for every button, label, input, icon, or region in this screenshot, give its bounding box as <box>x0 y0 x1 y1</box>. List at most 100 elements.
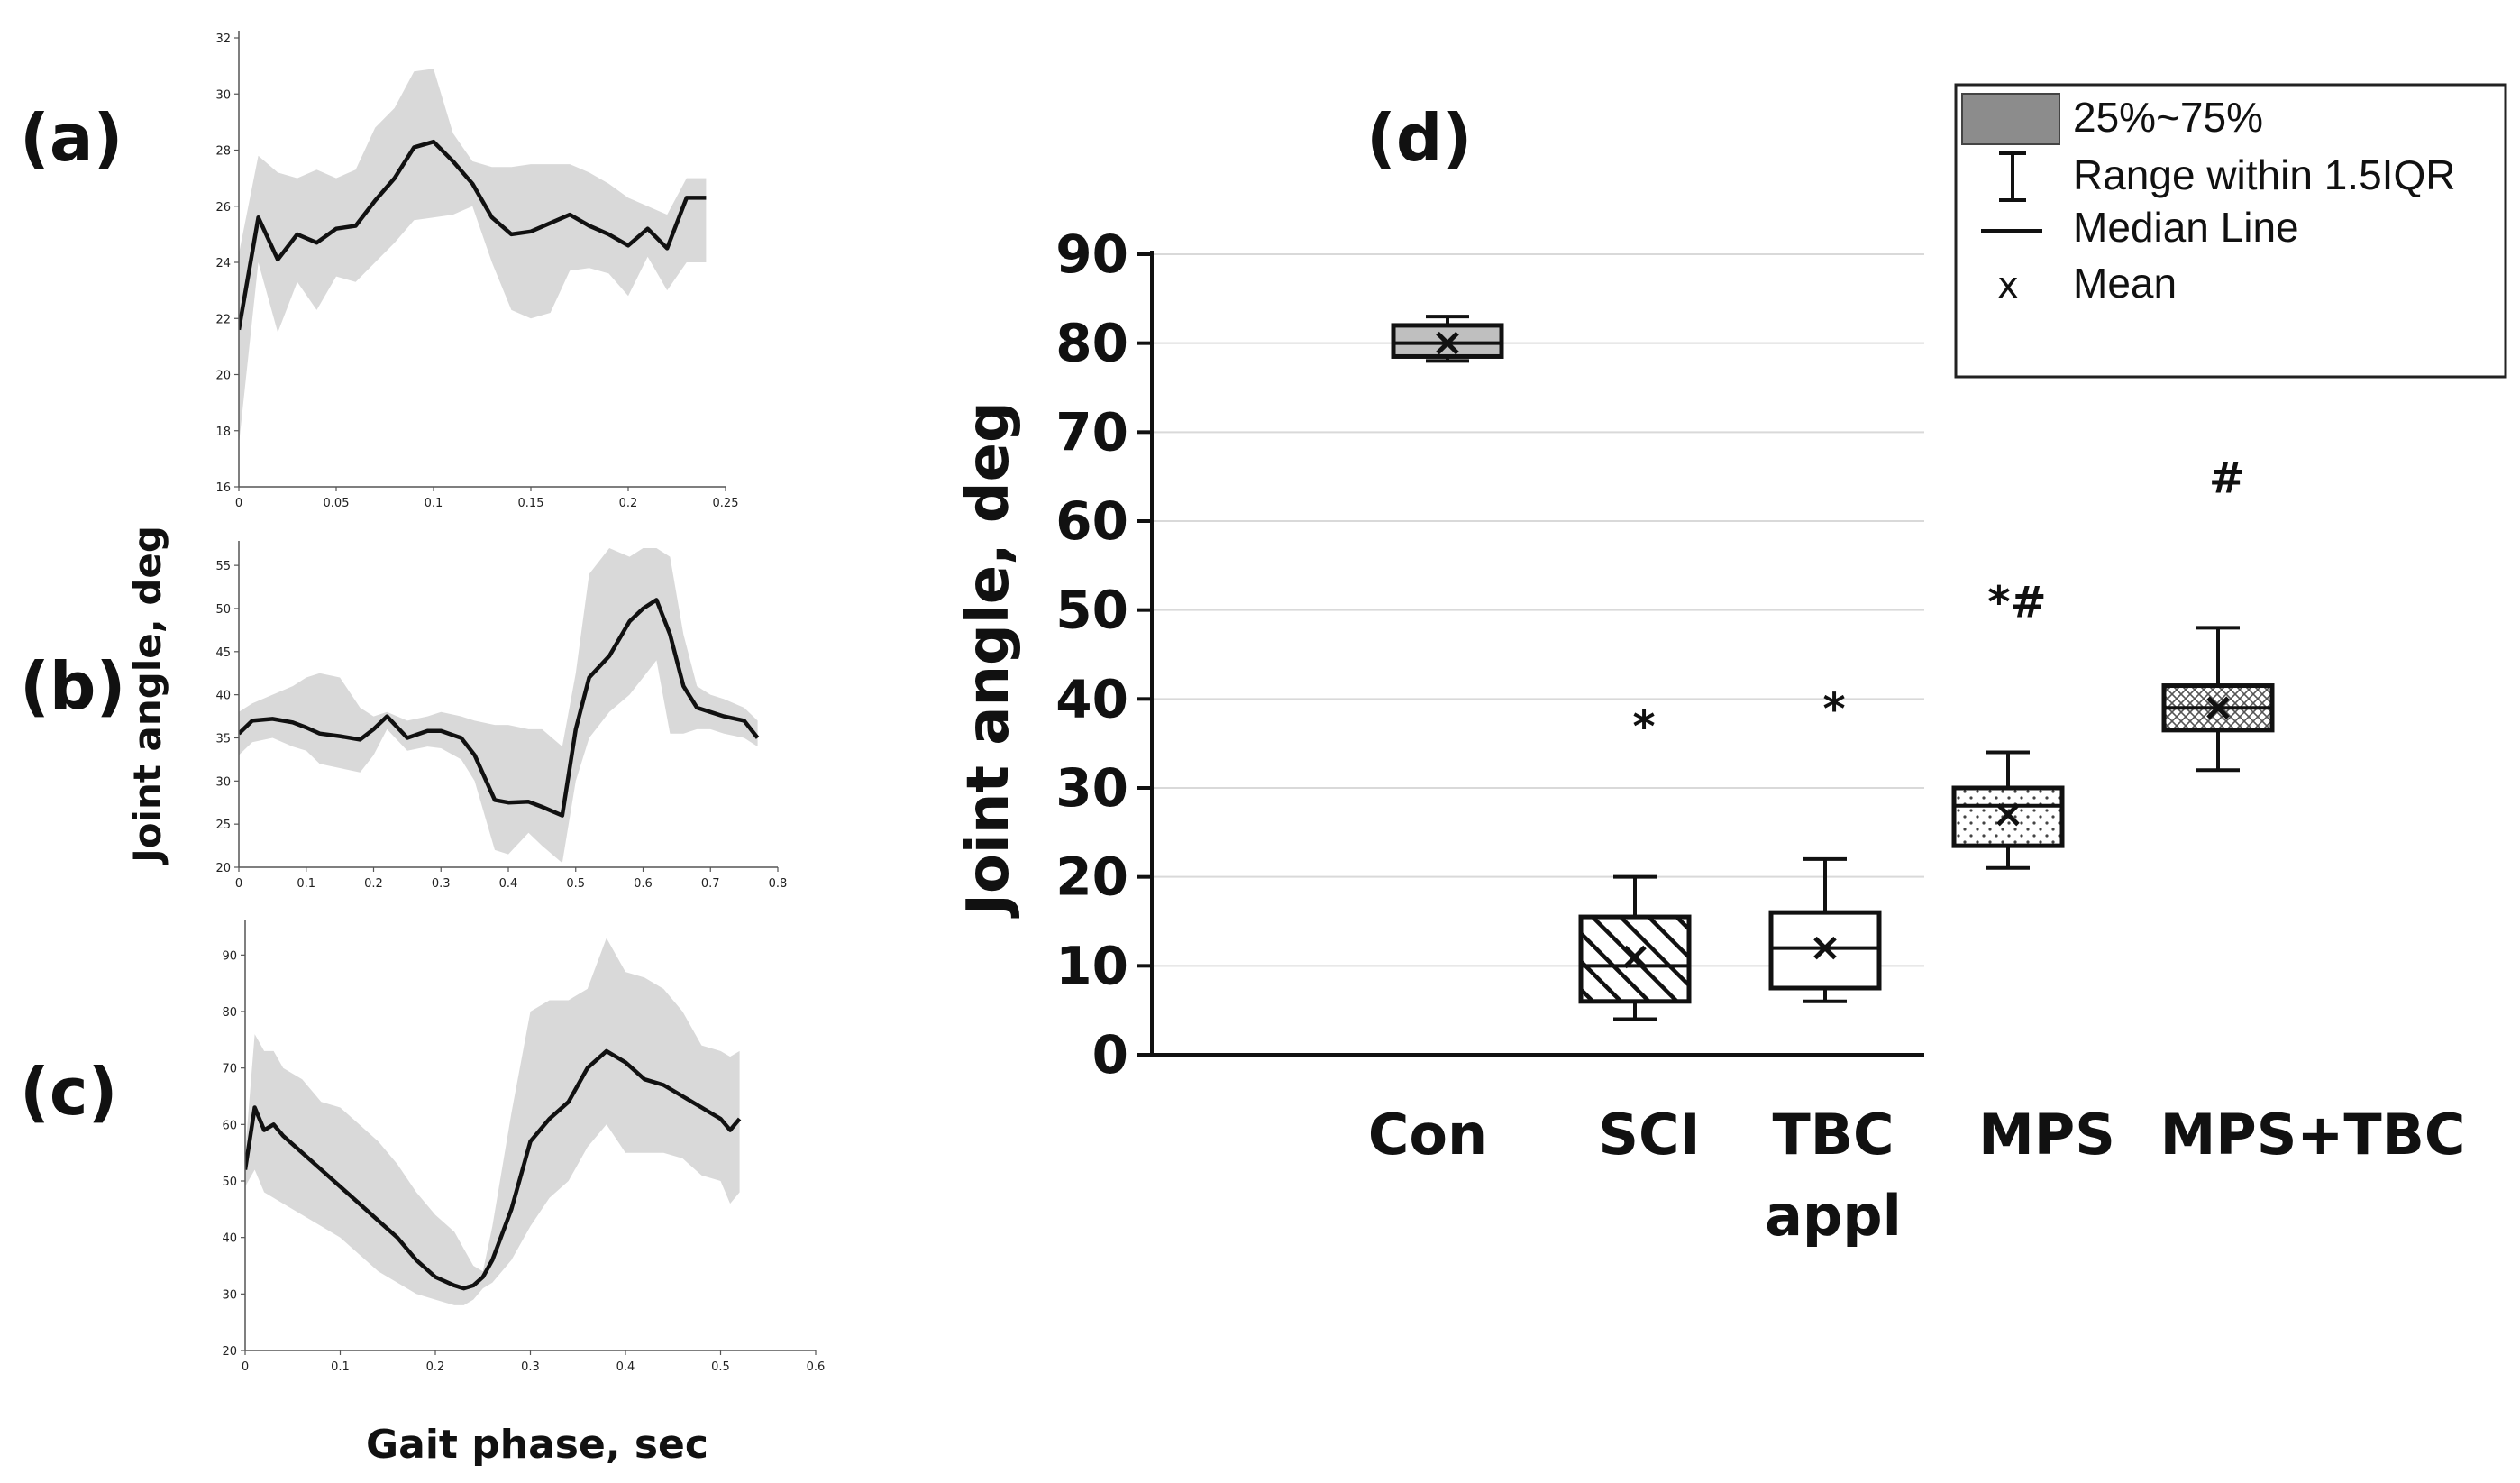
panel-b-y-tick-label: 35 <box>215 732 231 746</box>
panel-c-x-tick-label: 0.3 <box>521 1360 540 1374</box>
shared-x-axis-title: Gait phase, sec <box>366 1422 708 1468</box>
d-category-label: Con <box>1368 1102 1487 1167</box>
panel-c-y-tick-label: 60 <box>222 1119 237 1132</box>
panel-a-variance-band <box>239 69 707 445</box>
panel-b-x-tick-label: 0.8 <box>769 877 788 891</box>
panel-b-x-tick-label: 0.7 <box>701 877 720 891</box>
box-mean-marker <box>1996 802 2020 827</box>
d-y-tick-label: 70 <box>1055 401 1128 462</box>
box-mean-marker <box>1623 945 1647 969</box>
panel-a-x-tick-label: 0.1 <box>425 497 443 510</box>
panel-a-label: (a) <box>20 100 123 176</box>
box-mean-marker <box>2206 696 2230 719</box>
panel-b: (b) 0 0.1 0.2 0.3 0.4 0.5 0.6 0.7 0.8 20 25 30 35 40 4… <box>20 541 787 891</box>
panel-c: (c) 0 0.1 0.2 0.3 0.4 0.5 0.6 20 30 40 50 60 70 80 90 <box>20 920 825 1374</box>
panel-b-y-tick-label: 45 <box>215 646 231 660</box>
legend-label-mean: Mean <box>2073 260 2177 307</box>
d-y-tick-label: 90 <box>1055 224 1128 285</box>
legend-label-whisker: Range within 1.5IQR <box>2073 151 2455 198</box>
panel-c-x-tick-label: 0.1 <box>331 1360 350 1374</box>
box-mean-stroke <box>1996 802 2020 827</box>
d-y-tick-label: 0 <box>1092 1024 1128 1085</box>
panel-b-x-tick-label: 0.5 <box>566 877 585 891</box>
panel-b-plot: 0 0.1 0.2 0.3 0.4 0.5 0.6 0.7 0.8 20 25 30 35 40 45 50 5… <box>215 541 787 891</box>
legend-label-box: 25%~75% <box>2073 94 2263 141</box>
panel-c-y-tick-label: 30 <box>222 1288 237 1302</box>
box-mean-stroke <box>2206 696 2230 719</box>
panel-a-mean-line <box>239 139 707 331</box>
panel-d-label: (d) <box>1366 100 1472 176</box>
panel-c-label: (c) <box>20 1054 118 1130</box>
panel-a-x-tick-label: 0.15 <box>518 497 544 510</box>
panel-d-plot: 0 10 20 30 40 50 60 70 80 90 Con * SCI * TBC appl *# MPS #… <box>1055 224 2465 1249</box>
panel-b-y-tick-label: 40 <box>215 690 231 703</box>
panel-a-y-tick-label: 18 <box>215 426 231 439</box>
d-category-label: TBC <box>1772 1102 1894 1167</box>
panel-b-x-tick-label: 0.3 <box>432 877 451 891</box>
panel-b-y-tick-label: 20 <box>215 862 231 875</box>
panel-c-y-tick-label: 70 <box>222 1063 237 1076</box>
panel-a-plot: 0 0.05 0.1 0.15 0.2 0.25 16 18 20 22 24 26 28 30 32 <box>215 31 738 510</box>
panel-a-y-tick-label: 16 <box>215 481 231 495</box>
box-iqr <box>1391 323 1504 359</box>
legend: 25%~75% Range within 1.5IQR Median Line … <box>1954 83 2507 379</box>
panel-c-variance-band <box>245 938 740 1305</box>
box-mean-stroke <box>1436 331 1459 355</box>
panel-c-y-tick-label: 50 <box>222 1176 237 1189</box>
panel-b-x-tick-label: 0.6 <box>634 877 653 891</box>
d-category-label: appl <box>1765 1183 1902 1249</box>
panel-a-y-tick-label: 26 <box>215 201 231 215</box>
panel-b-y-tick-label: 30 <box>215 775 231 789</box>
d-y-tick-label: 10 <box>1055 935 1128 996</box>
panel-b-x-tick-label: 0.4 <box>499 877 518 891</box>
panel-c-y-tick-label: 90 <box>222 949 237 963</box>
panel-c-y-tick-label: 80 <box>222 1006 237 1020</box>
panel-c-mean-line <box>245 1048 742 1291</box>
d-category-label: SCI <box>1598 1102 1700 1167</box>
panel-b-variance-band <box>239 548 758 864</box>
d-y-tick-label: 60 <box>1055 490 1128 552</box>
d-category-label: MPS+TBC <box>2160 1102 2466 1167</box>
panel-a-x-tick-label: 0.25 <box>713 497 739 510</box>
panel-c-x-tick-label: 0.4 <box>616 1360 635 1374</box>
panel-b-x-tick-label: 0.1 <box>297 877 315 891</box>
legend-box-swatch <box>1961 93 2060 145</box>
legend-mean-symbol: x <box>1997 265 2019 307</box>
legend-label-median: Median Line <box>2073 204 2299 251</box>
d-category-label: MPS <box>1978 1102 2115 1167</box>
box-mean-marker <box>1436 331 1459 355</box>
box-significance-mark: *# <box>1987 578 2046 628</box>
d-y-axis-title: Joint angle, deg <box>955 401 1022 919</box>
box-significance-mark: * <box>1822 684 1845 735</box>
d-y-tick-label: 20 <box>1055 847 1128 908</box>
panel-b-y-tick-label: 55 <box>215 560 231 573</box>
d-y-tick-label: 40 <box>1055 668 1128 729</box>
box-mean-stroke <box>1623 945 1647 969</box>
box-mean-stroke <box>1813 936 1837 960</box>
box-mean-marker <box>1813 936 1837 960</box>
panel-d: (d) Joint angle, deg 0 10 20 30 40 50 60 70 80 90… <box>955 83 2507 1249</box>
legend-whisker-symbol <box>1999 151 2026 202</box>
panel-a-x-tick-label: 0 <box>235 497 242 510</box>
panel-b-x-tick-label: 0.2 <box>364 877 383 891</box>
panel-b-y-tick-label: 50 <box>215 603 231 617</box>
panel-c-plot: 0 0.1 0.2 0.3 0.4 0.5 0.6 20 30 40 50 60 70 80 90 <box>222 920 825 1374</box>
d-y-tick-label: 30 <box>1055 757 1128 819</box>
panel-c-y-tick-label: 20 <box>222 1345 237 1359</box>
panel-b-mean-line <box>239 598 760 818</box>
panel-c-y-tick-label: 40 <box>222 1232 237 1246</box>
panel-b-x-tick-label: 0 <box>235 877 242 891</box>
d-y-tick-label: 50 <box>1055 580 1128 641</box>
panel-b-y-tick-label: 25 <box>215 819 231 832</box>
box-significance-mark: * <box>1632 702 1655 753</box>
panel-a-x-tick-label: 0.05 <box>324 497 350 510</box>
shared-y-axis-title: Joint angle, deg <box>125 526 169 865</box>
panel-a-y-tick-label: 24 <box>215 257 231 270</box>
panel-a-y-tick-label: 22 <box>215 313 231 326</box>
panel-c-x-tick-label: 0.2 <box>426 1360 445 1374</box>
panel-b-label: (b) <box>20 648 125 724</box>
panel-a-x-tick-label: 0.2 <box>619 497 638 510</box>
panel-a-y-tick-label: 30 <box>215 88 231 102</box>
panel-c-x-tick-label: 0.5 <box>711 1360 730 1374</box>
